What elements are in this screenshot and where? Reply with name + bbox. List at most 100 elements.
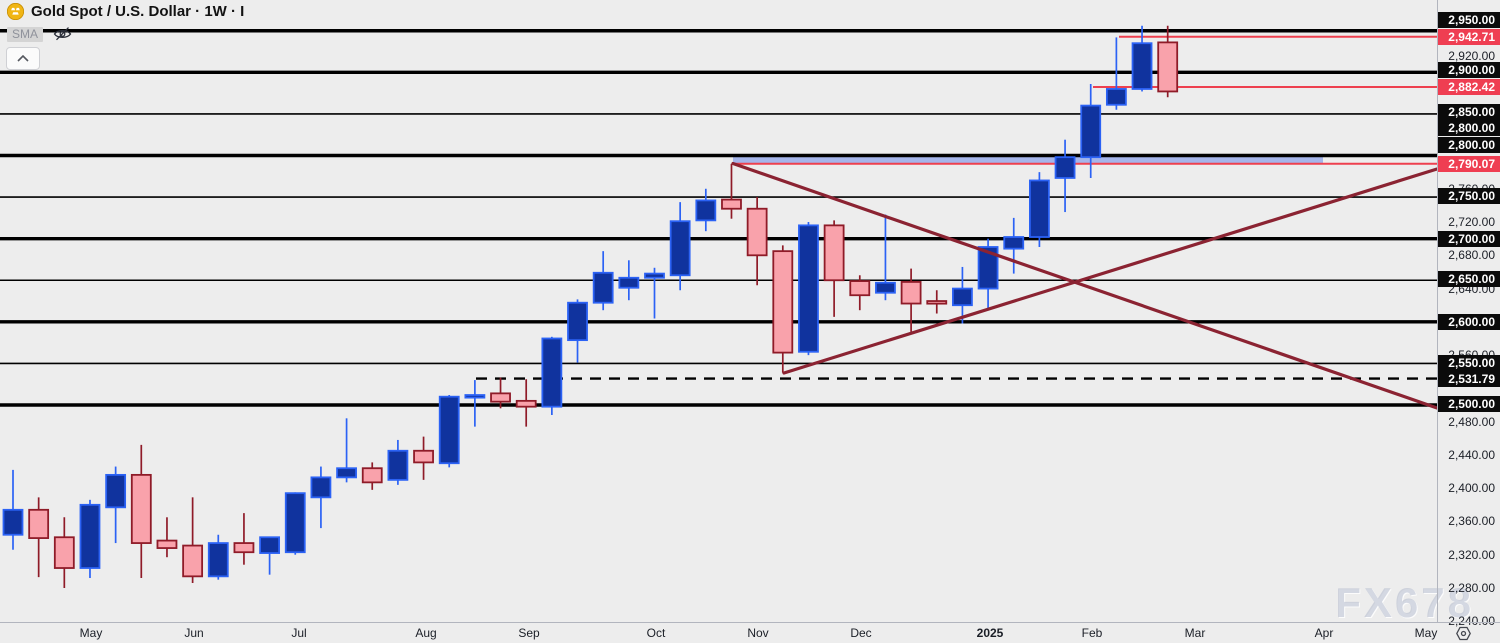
candlestick	[746, 207, 768, 257]
time-axis-label: Feb	[1081, 626, 1103, 640]
candlestick	[798, 224, 819, 353]
candlestick	[259, 536, 281, 554]
time-axis-label: Jul	[291, 626, 307, 640]
trendline	[782, 167, 1439, 375]
candlestick	[721, 198, 742, 210]
candlestick	[1029, 179, 1050, 238]
candlestick	[644, 272, 665, 279]
time-axis-label: Jun	[184, 626, 204, 640]
candlestick	[541, 337, 563, 408]
price-tick-label: 2,280.00	[1448, 580, 1495, 595]
highlight-band	[733, 155, 1323, 164]
price-axis[interactable]: 2,920.002,760.002,720.002,680.002,640.00…	[1437, 0, 1500, 628]
price-line-label: 2,950.00	[1438, 12, 1500, 28]
candlestick	[900, 281, 922, 305]
candlestick	[695, 199, 717, 222]
time-axis-label: 2025	[976, 626, 1004, 640]
price-line-label: 2,750.00	[1438, 188, 1500, 204]
watermark: FX678	[1335, 579, 1474, 626]
candlestick	[28, 508, 50, 539]
candlestick	[105, 473, 127, 509]
candlestick	[926, 300, 948, 305]
price-tick-label: 2,400.00	[1448, 481, 1495, 496]
candlestick	[79, 503, 101, 569]
candlestick	[772, 250, 794, 354]
candlestick	[361, 467, 383, 484]
candlestick	[438, 395, 460, 465]
time-axis-label: Dec	[850, 626, 872, 640]
candlestick	[53, 536, 75, 569]
price-tick-label: 2,720.00	[1448, 215, 1495, 230]
indicator-label[interactable]: SMA	[7, 26, 44, 42]
candlestick	[464, 394, 486, 399]
candlestick	[618, 276, 640, 289]
time-axis-label: Sep	[518, 626, 540, 640]
candlestick	[1157, 41, 1179, 93]
candlestick	[952, 287, 973, 307]
indicator-row: SMA	[7, 26, 72, 42]
price-line-label: 2,531.79	[1438, 370, 1500, 387]
collapse-pane-button[interactable]	[6, 47, 40, 70]
time-axis-label: Oct	[646, 626, 666, 640]
price-tick-label: 2,240.00	[1448, 614, 1495, 629]
time-axis-label: May	[79, 626, 103, 640]
gold-coin-icon	[7, 2, 24, 20]
price-line-label: 2,900.00	[1438, 62, 1500, 78]
candlestick	[182, 544, 204, 578]
price-tick-label: 2,320.00	[1448, 547, 1495, 562]
candlestick	[387, 449, 409, 481]
time-axis-label: Aug	[415, 626, 437, 640]
candlestick	[207, 542, 229, 578]
symbol-header[interactable]: Gold Spot / U.S. Dollar · 1W · I	[7, 1, 244, 21]
time-axis-label: Mar	[1184, 626, 1206, 640]
trendline	[731, 161, 1439, 410]
candlestick	[1054, 156, 1076, 179]
candlestick	[233, 542, 255, 554]
chevron-up-icon	[17, 55, 29, 62]
price-line-label: 2,650.00	[1438, 271, 1500, 287]
price-line-label: 2,700.00	[1438, 230, 1500, 247]
price-tick-label: 2,480.00	[1448, 414, 1495, 429]
candlestick	[2, 508, 24, 536]
eye-off-icon[interactable]	[53, 26, 72, 42]
candlestick	[413, 449, 434, 464]
price-line-label: 2,600.00	[1438, 313, 1500, 330]
price-tick-label: 2,680.00	[1448, 248, 1495, 263]
candlestick	[592, 271, 614, 304]
candlestick	[875, 281, 896, 294]
price-tick-label: 2,360.00	[1448, 514, 1495, 529]
price-line-label: 2,850.00	[1438, 104, 1500, 120]
time-axis-label: May	[1414, 626, 1438, 640]
candlestick	[1105, 88, 1127, 106]
price-line-label: 2,800.00	[1438, 136, 1500, 153]
key-level-price-label: 2,882.42	[1438, 78, 1500, 95]
candlestick	[567, 301, 588, 342]
time-axis[interactable]: May Jun Jul Aug Sep Oct Nov Dec 2025 Feb Mar Apr May	[0, 622, 1500, 643]
candlestick	[669, 220, 691, 277]
candlestick	[1080, 104, 1102, 159]
candlestick	[1131, 42, 1153, 90]
symbol-title[interactable]: Gold Spot / U.S. Dollar · 1W · I	[31, 2, 245, 20]
time-axis-label: Apr	[1314, 626, 1334, 640]
candlestick	[310, 476, 332, 499]
candlestick	[977, 246, 999, 290]
price-tick-label: 2,440.00	[1448, 447, 1495, 462]
candlestick	[515, 399, 537, 408]
axis-settings-icon[interactable]	[1455, 625, 1472, 642]
candlestick	[284, 492, 306, 554]
price-line-label: 2,800.00	[1438, 120, 1500, 136]
candlestick	[156, 539, 178, 549]
price-line-label: 2,500.00	[1438, 396, 1500, 412]
price-tick-label: 2,920.00	[1448, 48, 1495, 63]
candlestick	[823, 224, 845, 282]
key-level-price-label: 2,790.07	[1438, 155, 1500, 172]
key-level-price-label: 2,942.71	[1438, 28, 1500, 45]
price-line-label: 2,550.00	[1438, 355, 1500, 372]
candlestick	[1003, 236, 1025, 250]
candlestick	[490, 392, 511, 403]
candlestick	[336, 467, 357, 479]
candlestick	[130, 473, 152, 544]
time-axis-label: Nov	[747, 626, 769, 640]
